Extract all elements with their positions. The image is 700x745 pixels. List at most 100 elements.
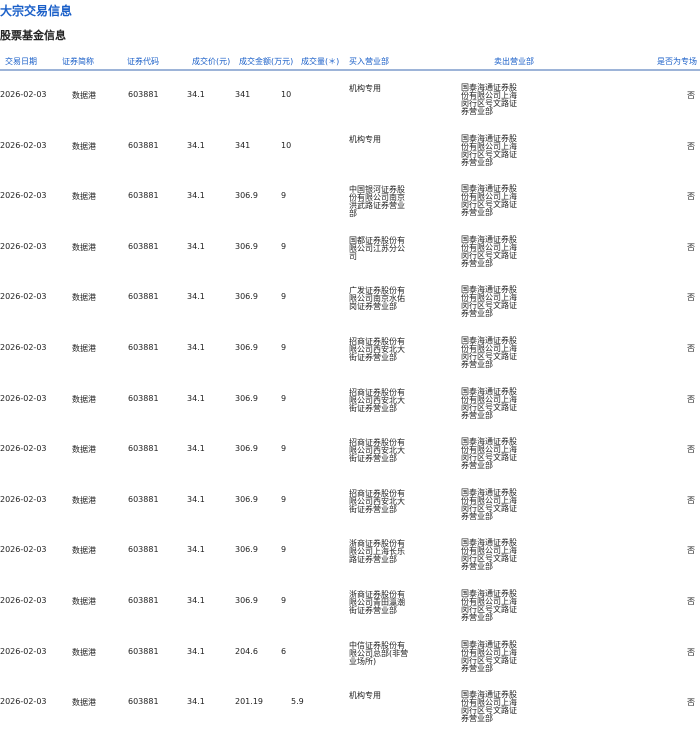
cell-special: 否: [687, 597, 695, 606]
cell-name: 数据港: [72, 344, 96, 353]
cell-special: 否: [687, 546, 695, 556]
cell-special: 否: [687, 495, 695, 505]
cell-amount: 306.9: [235, 241, 258, 251]
cell-code: 603881: [128, 140, 159, 150]
cell-buyer: 中国银河证券股份有限公司南京洪武路证券营业部: [349, 185, 405, 219]
col-buyer[interactable]: 买入营业部: [349, 57, 389, 66]
cell-code: 603881: [128, 494, 159, 504]
cell-seller: 国泰海通证券股份有限公司上海闵行区号文路证券营业部: [461, 336, 517, 369]
cell-special: 否: [687, 445, 695, 455]
col-date[interactable]: 交易日期: [5, 57, 37, 66]
cell-code: 603881: [128, 90, 159, 99]
cell-amount: 306.9: [235, 343, 258, 352]
cell-seller: 国泰海通证券股份有限公司上海闵行区号文路证券营业部: [461, 487, 517, 521]
cell-volume: 9: [281, 292, 287, 302]
col-volume[interactable]: 成交量(＊): [301, 57, 340, 66]
cell-seller: 国泰海通证券股份有限公司上海闵行区号文路证券营业部: [461, 83, 517, 116]
cell-date: 2026-02-03: [0, 241, 47, 251]
cell-seller: 国泰海通证券股份有限公司上海闵行区号文路证券营业部: [461, 538, 517, 572]
cell-date: 2026-02-03: [0, 494, 47, 504]
col-name[interactable]: 证券简称: [62, 57, 94, 66]
cell-code: 603881: [128, 393, 159, 403]
col-seller[interactable]: 卖出营业部: [494, 57, 534, 66]
cell-special: 否: [687, 293, 695, 303]
cell-date: 2026-02-03: [0, 292, 47, 302]
cell-name: 数据港: [72, 192, 96, 202]
cell-name: 数据港: [72, 445, 96, 455]
cell-buyer: 招商证券股份有限公司西安北大街证券营业部: [349, 438, 405, 464]
table-row: 2026-02-03 数据港 603881 34.1 341 10 机构专用 国泰海通证券股份…: [0, 84, 700, 138]
col-code[interactable]: 证券代码: [127, 57, 159, 66]
cell-amount: 341: [235, 140, 251, 150]
cell-name: 数据港: [72, 647, 96, 657]
cell-buyer: 浙商证券股份有限公司上海长乐路证券营业部: [349, 539, 405, 565]
cell-price: 34.1: [187, 545, 205, 555]
cell-price: 34.1: [187, 241, 205, 251]
cell-special: 否: [687, 698, 695, 708]
table-header: 交易日期 证券简称 证券代码 成交价(元) 成交金额(万元) 成交量(＊) 买入…: [0, 55, 700, 71]
cell-price: 34.1: [187, 646, 205, 656]
col-amount[interactable]: 成交金额(万元): [239, 57, 294, 66]
table-row: 2026-02-03 数据港 603881 34.1 306.9 9 中国银河证券股份有限公…: [0, 185, 700, 239]
cell-code: 603881: [128, 596, 159, 605]
cell-amount: 306.9: [235, 292, 258, 302]
cell-buyer: 浙商证券股份有限公司青田瀛潮街证券营业部: [349, 590, 405, 615]
col-special[interactable]: 是否为专场: [657, 57, 697, 66]
cell-seller: 国泰海通证券股份有限公司上海闵行区号文路证券营业部: [461, 690, 517, 724]
cell-seller: 国泰海通证券股份有限公司上海闵行区号文路证券营业部: [461, 589, 517, 622]
cell-amount: 204.6: [235, 646, 258, 656]
cell-special: 否: [687, 344, 695, 353]
cell-volume: 10: [281, 90, 292, 99]
cell-name: 数据港: [72, 546, 96, 556]
cell-name: 数据港: [72, 91, 96, 100]
cell-special: 否: [687, 91, 695, 100]
table-row: 2026-02-03 数据港 603881 34.1 306.9 9 招商证券股份有限公司西…: [0, 387, 700, 442]
cell-buyer: 国都证券股份有限公司江苏分公司: [349, 235, 405, 261]
cell-code: 603881: [128, 545, 159, 555]
cell-special: 否: [687, 141, 695, 151]
cell-amount: 306.9: [235, 545, 258, 555]
col-price[interactable]: 成交价(元): [192, 57, 231, 66]
cell-amount: 306.9: [235, 596, 258, 605]
cell-seller: 国泰海通证券股份有限公司上海闵行区号文路证券营业部: [461, 184, 517, 218]
cell-code: 603881: [128, 646, 159, 656]
cell-buyer: 机构专用: [349, 691, 381, 701]
cell-code: 603881: [128, 697, 159, 707]
cell-seller: 国泰海通证券股份有限公司上海闵行区号文路证券营业部: [461, 437, 517, 471]
cell-code: 603881: [128, 191, 159, 201]
cell-volume: 5.9: [291, 697, 304, 707]
cell-date: 2026-02-03: [0, 343, 47, 352]
cell-code: 603881: [128, 444, 159, 454]
cell-name: 数据港: [72, 394, 96, 404]
table-row: 2026-02-03 数据港 603881 34.1 306.9 9 招商证券股份有限公司西…: [0, 337, 700, 391]
cell-seller: 国泰海通证券股份有限公司上海闵行区号文路证券营业部: [461, 234, 517, 268]
cell-amount: 306.9: [235, 191, 258, 201]
cell-price: 34.1: [187, 292, 205, 302]
cell-code: 603881: [128, 343, 159, 352]
cell-date: 2026-02-03: [0, 697, 47, 707]
cell-name: 数据港: [72, 242, 96, 252]
cell-buyer: 机构专用: [349, 84, 381, 93]
cell-special: 否: [687, 242, 695, 252]
cell-amount: 341: [235, 90, 251, 99]
cell-code: 603881: [128, 292, 159, 302]
table-row: 2026-02-03 数据港 603881 34.1 306.9 9 广发证券股份有限公司南…: [0, 286, 700, 340]
cell-volume: 9: [281, 343, 287, 352]
cell-name: 数据港: [72, 597, 96, 606]
cell-volume: 9: [281, 494, 287, 504]
cell-date: 2026-02-03: [0, 140, 47, 150]
cell-seller: 国泰海通证券股份有限公司上海闵行区号文路证券营业部: [461, 285, 517, 319]
cell-volume: 6: [281, 646, 287, 656]
cell-seller: 国泰海通证券股份有限公司上海闵行区号文路证券营业部: [461, 386, 517, 420]
cell-special: 否: [687, 394, 695, 404]
cell-seller: 国泰海通证券股份有限公司上海闵行区号文路证券营业部: [461, 133, 517, 167]
cell-volume: 9: [281, 596, 287, 605]
table-row: 2026-02-03 数据港 603881 34.1 306.9 9 招商证券股份有限公司西…: [0, 488, 700, 543]
cell-price: 34.1: [187, 90, 205, 99]
cell-date: 2026-02-03: [0, 90, 47, 99]
cell-code: 603881: [128, 241, 159, 251]
cell-amount: 306.9: [235, 444, 258, 454]
table-row: 2026-02-03 数据港 603881 34.1 306.9 9 招商证券股份有限公司西…: [0, 438, 700, 492]
cell-price: 34.1: [187, 697, 205, 707]
cell-date: 2026-02-03: [0, 393, 47, 403]
